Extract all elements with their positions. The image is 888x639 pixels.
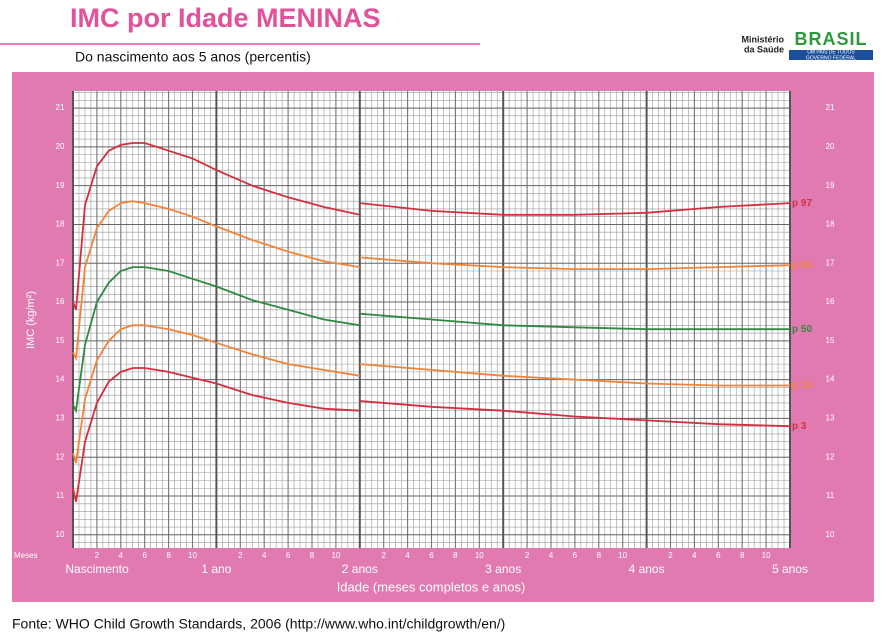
y-tick-label-right: 15 (826, 336, 835, 345)
percentile-line (72, 142, 791, 311)
percentile-line (72, 367, 791, 502)
series-label: p 15 (792, 380, 812, 391)
series-label: p 85 (792, 260, 812, 271)
x-minor-tick-label: 6 (286, 551, 291, 560)
x-minor-tick-label: 2 (525, 551, 530, 560)
y-tick-label: 18 (56, 220, 65, 229)
x-minor-tick-label: 6 (142, 551, 147, 560)
x-tick-label: 2 anos (342, 562, 378, 576)
y-tick-label-right: 11 (826, 491, 835, 500)
x-minor-tick-label: 8 (597, 551, 602, 560)
y-tick-label: 17 (56, 258, 65, 267)
y-tick-label: 11 (56, 491, 65, 500)
y-tick-label-right: 17 (826, 258, 835, 267)
y-tick-label-right: 18 (826, 220, 835, 229)
y-tick-label-right: 21 (826, 103, 835, 112)
x-tick-label: 5 anos (772, 562, 808, 576)
x-minor-tick-label: 10 (475, 551, 484, 560)
x-minor-tick-label: 10 (188, 551, 197, 560)
x-minor-tick-label: 6 (716, 551, 721, 560)
logo-band (789, 50, 873, 60)
x-minor-tick-label: 8 (740, 551, 745, 560)
y-tick-label-right: 19 (826, 181, 835, 190)
x-minor-tick-label: 2 (668, 551, 673, 560)
x-minor-tick-label: 10 (618, 551, 627, 560)
x-minor-tick-label: 6 (429, 551, 434, 560)
y-tick-label: 13 (56, 414, 65, 423)
y-tick-label: 14 (56, 375, 65, 384)
y-tick-label-right: 14 (826, 375, 835, 384)
series-label: p 3 (792, 421, 807, 432)
y-tick-label-right: 12 (826, 452, 835, 461)
x-minor-tick-label: 4 (692, 551, 697, 560)
x-minor-tick-label: 4 (262, 551, 267, 560)
x-minor-tick-label: 2 (238, 551, 243, 560)
x-minor-tick-label: 10 (331, 551, 340, 560)
y-tick-label: 16 (56, 297, 65, 306)
y-tick-label-right: 13 (826, 414, 835, 423)
x-minor-tick-label: 2 (95, 551, 100, 560)
y-tick-label: 20 (56, 142, 65, 151)
logo-tagline: UM PAÍS DE TODOS (807, 48, 855, 55)
x-minor-tick-label: 4 (405, 551, 410, 560)
x-minor-tick-label: 8 (166, 551, 171, 560)
y-tick-label-right: 20 (826, 142, 835, 151)
y-tick-label: 19 (56, 181, 65, 190)
y-tick-label-right: 10 (826, 530, 835, 539)
x-minor-tick-label: 10 (762, 551, 771, 560)
percentile-line (72, 266, 790, 414)
x-minor-tick-label: 6 (573, 551, 578, 560)
percentile-line (72, 200, 791, 362)
logo-text: da Saúde (744, 44, 784, 54)
x-minor-tick-label: 4 (119, 551, 124, 560)
x-axis-label: Idade (meses completos e anos) (337, 579, 526, 594)
x-minor-tick-label: 8 (310, 551, 315, 560)
y-tick-label: 21 (56, 103, 65, 112)
percentile-line (72, 324, 790, 464)
x-tick-label: 4 anos (629, 562, 665, 576)
x-tick-label: 3 anos (485, 562, 521, 576)
logo-tagline: GOVERNO FEDERAL (806, 55, 856, 61)
chart-subtitle: Do nascimento aos 5 anos (percentis) (75, 49, 311, 65)
x-tick-label: 1 ano (201, 562, 231, 576)
source-note: Fonte: WHO Child Growth Standards, 2006 … (12, 616, 505, 632)
x-minor-tick-label: 2 (381, 551, 386, 560)
chart-title: IMC por Idade MENINAS (70, 3, 381, 33)
logo-brand: BRASIL (795, 29, 868, 49)
logo-text: Ministério (741, 34, 784, 44)
x-unit-label: Meses (14, 551, 38, 560)
y-axis-label: IMC (kg/m²) (25, 291, 37, 349)
x-minor-tick-label: 4 (549, 551, 554, 560)
y-tick-label: 15 (56, 336, 65, 345)
series-label: p 97 (792, 198, 812, 209)
x-tick-label: Nascimento (65, 562, 129, 576)
y-tick-label-right: 16 (826, 297, 835, 306)
y-tick-label: 10 (56, 530, 65, 539)
x-minor-tick-label: 8 (453, 551, 458, 560)
y-tick-label: 12 (56, 452, 65, 461)
series-label: p 50 (792, 324, 812, 335)
